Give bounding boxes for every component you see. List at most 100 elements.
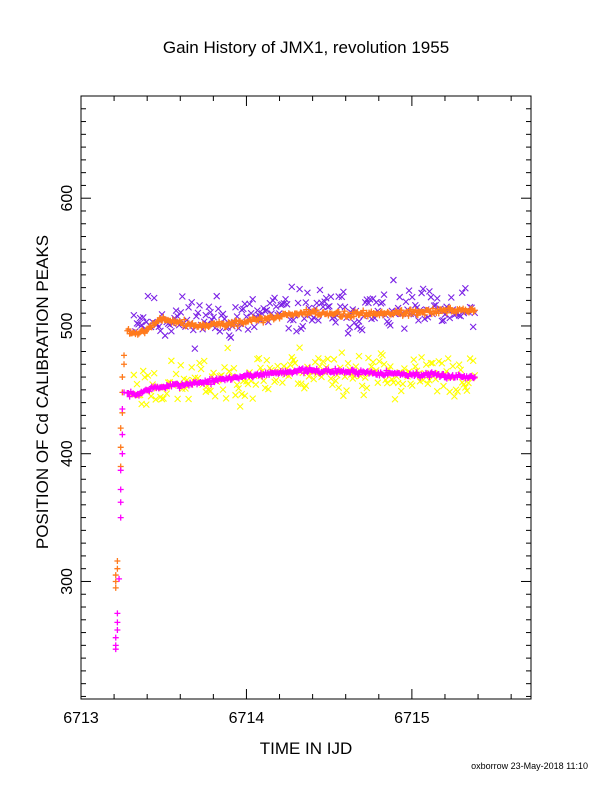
data-point	[383, 379, 391, 387]
x-tick-label: 6714	[229, 710, 265, 727]
data-point	[210, 313, 217, 321]
data-point	[465, 379, 472, 387]
data-point	[427, 359, 435, 367]
data-point	[345, 311, 352, 318]
data-point	[343, 387, 350, 394]
data-point	[263, 356, 271, 364]
data-point	[293, 327, 300, 335]
data-point	[391, 395, 399, 403]
data-point	[130, 311, 138, 319]
data-point	[299, 322, 307, 330]
data-point	[329, 381, 336, 389]
data-point	[288, 283, 296, 291]
data-point	[236, 403, 244, 410]
data-point	[405, 287, 413, 294]
data-point	[360, 307, 367, 314]
data-point	[172, 307, 180, 315]
data-point	[274, 312, 281, 319]
data-point	[440, 382, 447, 390]
data-point	[263, 306, 271, 314]
data-point	[199, 320, 206, 327]
data-point	[296, 344, 303, 352]
data-point	[438, 317, 446, 325]
data-point	[196, 301, 203, 309]
footer-timestamp: oxborrow 23-May-2018 11:10	[471, 761, 588, 771]
data-point	[344, 329, 352, 337]
data-point	[327, 375, 335, 382]
data-point	[415, 316, 422, 324]
data-point	[163, 390, 171, 398]
data-point	[341, 303, 349, 311]
data-point	[429, 305, 436, 312]
data-point	[177, 361, 185, 369]
data-point	[314, 317, 322, 324]
data-point	[232, 303, 239, 311]
data-point	[112, 578, 119, 585]
data-point	[260, 319, 267, 326]
data-point	[300, 370, 307, 377]
data-point	[283, 300, 291, 308]
data-point	[119, 405, 126, 412]
data-point	[354, 323, 361, 331]
data-point	[360, 391, 368, 399]
data-point	[297, 380, 305, 388]
data-point	[379, 298, 386, 306]
data-point	[469, 357, 477, 365]
data-point	[338, 293, 346, 301]
data-point	[220, 320, 227, 327]
data-point	[426, 376, 433, 384]
data-point	[227, 334, 235, 341]
data-point	[224, 344, 232, 352]
data-point	[386, 363, 394, 370]
data-point	[422, 361, 430, 369]
data-point	[121, 361, 128, 368]
data-point	[150, 369, 158, 377]
data-point	[433, 387, 441, 395]
data-point	[138, 321, 146, 329]
data-point	[341, 308, 348, 315]
data-point	[408, 382, 416, 389]
data-point	[241, 392, 249, 400]
data-point	[435, 310, 442, 317]
data-point	[449, 362, 457, 370]
data-point	[443, 309, 450, 316]
data-point	[470, 375, 477, 382]
data-point	[202, 311, 210, 319]
data-point	[282, 295, 289, 303]
data-point	[249, 295, 257, 303]
data-point	[451, 392, 458, 400]
data-point	[396, 293, 404, 301]
data-point	[375, 357, 383, 365]
data-point	[304, 289, 311, 297]
data-point	[117, 499, 124, 506]
data-point	[188, 364, 196, 371]
plot-frame	[80, 95, 532, 700]
data-point	[117, 467, 124, 474]
data-point	[461, 284, 469, 292]
data-point	[316, 286, 324, 294]
data-point	[274, 362, 282, 370]
data-point	[119, 374, 126, 381]
data-point	[421, 311, 428, 318]
data-point	[271, 294, 278, 302]
data-point	[427, 293, 435, 301]
data-point	[125, 326, 132, 333]
data-point	[213, 292, 221, 300]
data-point	[319, 357, 327, 365]
data-point	[133, 380, 141, 388]
data-point	[117, 486, 124, 493]
data-point	[324, 355, 332, 363]
data-point	[205, 323, 212, 330]
data-point	[340, 288, 347, 296]
data-point	[411, 363, 419, 370]
data-point	[142, 401, 150, 409]
data-point	[139, 313, 147, 321]
data-point	[396, 310, 403, 317]
data-point	[424, 380, 432, 388]
y-tick-label: 500	[59, 313, 76, 340]
data-point	[438, 359, 446, 367]
data-point	[302, 382, 310, 390]
data-point	[244, 326, 252, 333]
y-axis-label: POSITION OF Cd CALIBRATION PEAKS	[33, 235, 52, 549]
data-point	[322, 294, 330, 302]
